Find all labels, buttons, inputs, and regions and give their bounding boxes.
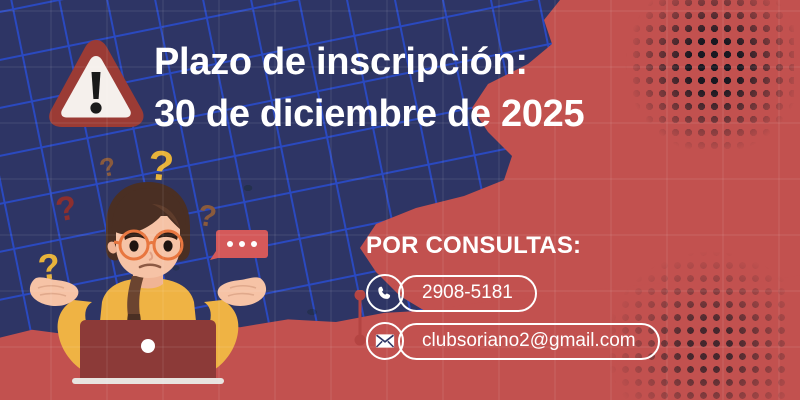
headline: Plazo de inscripción: 30 de diciembre de…	[154, 36, 674, 140]
envelope-icon	[366, 322, 404, 360]
contact-rows: 2908-5181 clubsoriano2@gmail.com	[354, 274, 660, 360]
headline-line-1: Plazo de inscripción:	[154, 41, 528, 83]
confused-person-illustration: ? ? ? ? ?	[28, 141, 268, 400]
contact-row-phone[interactable]: 2908-5181	[366, 274, 660, 312]
contact-section: POR CONSULTAS: 2908-5181	[354, 232, 660, 370]
contact-connector	[354, 290, 366, 346]
phone-icon	[366, 274, 404, 312]
phone-number[interactable]: 2908-5181	[398, 274, 537, 312]
warning-triangle-icon	[44, 34, 148, 134]
email-address[interactable]: clubsoriano2@gmail.com	[398, 322, 660, 360]
contact-section-title: POR CONSULTAS:	[366, 232, 582, 259]
person-figure	[29, 182, 267, 384]
contact-row-email[interactable]: clubsoriano2@gmail.com	[366, 322, 660, 360]
speech-bubble	[210, 230, 268, 260]
headline-line-2: 30 de diciembre de 2025	[154, 93, 585, 135]
